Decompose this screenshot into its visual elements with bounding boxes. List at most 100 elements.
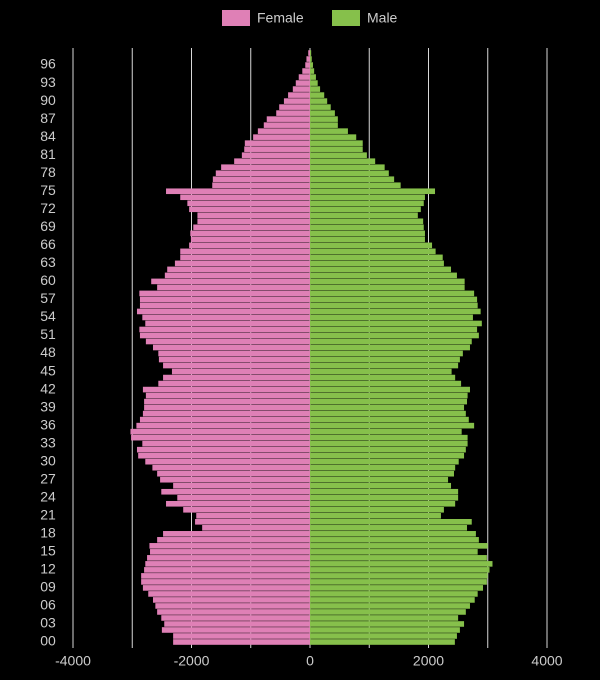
y-tick-label: 60 xyxy=(40,272,56,288)
bar xyxy=(310,512,441,519)
y-tick-label: 12 xyxy=(40,561,56,577)
bar xyxy=(310,573,488,579)
y-tick-label: 69 xyxy=(40,218,56,234)
bar xyxy=(310,314,473,321)
bar xyxy=(310,633,457,639)
y-tick-label: 93 xyxy=(40,74,56,90)
bar xyxy=(310,549,478,555)
x-tick-label: 4000 xyxy=(531,653,562,669)
bar xyxy=(310,615,459,621)
bar xyxy=(310,597,475,603)
bar xyxy=(263,122,310,128)
bar xyxy=(145,561,310,567)
bar xyxy=(266,116,310,122)
legend-label: Male xyxy=(367,10,398,26)
bar xyxy=(310,68,315,74)
bar xyxy=(310,609,466,615)
bar xyxy=(138,452,310,459)
bar xyxy=(310,494,459,501)
bar xyxy=(173,639,310,645)
y-tick-label: 00 xyxy=(40,633,56,649)
bar xyxy=(310,200,424,207)
bar xyxy=(139,332,310,339)
bar xyxy=(310,537,479,543)
bar xyxy=(310,374,456,381)
y-tick-label: 45 xyxy=(40,362,56,378)
bar xyxy=(202,525,310,531)
y-tick-label: 66 xyxy=(40,236,56,252)
bar xyxy=(310,440,468,447)
bar xyxy=(310,338,472,345)
bar xyxy=(171,368,310,375)
legend-swatch xyxy=(332,10,360,26)
bar xyxy=(310,446,466,453)
bar xyxy=(310,350,463,357)
bar xyxy=(310,146,363,152)
bar xyxy=(164,272,310,279)
bar xyxy=(310,561,493,567)
bar xyxy=(139,416,310,423)
bar xyxy=(310,500,456,507)
bar xyxy=(310,362,459,369)
bar xyxy=(155,603,310,609)
bar xyxy=(310,470,454,477)
y-tick-label: 06 xyxy=(40,597,56,613)
bar xyxy=(189,206,310,213)
bar xyxy=(310,170,389,177)
bar xyxy=(310,579,487,585)
bar xyxy=(310,128,348,134)
bar xyxy=(310,74,316,80)
bar xyxy=(244,140,310,146)
bar xyxy=(158,350,310,357)
bar xyxy=(310,224,424,231)
bar xyxy=(310,242,433,249)
y-tick-label: 15 xyxy=(40,543,56,559)
bar xyxy=(142,440,310,447)
bar xyxy=(149,543,310,549)
bar xyxy=(310,458,459,465)
bar xyxy=(310,506,444,513)
bar xyxy=(147,555,310,561)
y-tick-label: 87 xyxy=(40,110,56,126)
bar xyxy=(141,573,310,579)
bar xyxy=(310,482,452,489)
bar xyxy=(310,290,475,297)
y-tick-label: 78 xyxy=(40,164,56,180)
bar xyxy=(310,326,478,333)
bar xyxy=(310,428,462,435)
bar xyxy=(136,446,310,453)
bar xyxy=(310,158,376,164)
bar xyxy=(310,525,468,531)
bar xyxy=(308,50,310,56)
bar xyxy=(145,458,310,465)
bar xyxy=(136,422,310,429)
x-tick-label: -2000 xyxy=(174,653,210,669)
bar xyxy=(310,152,367,158)
bar xyxy=(310,434,468,441)
bar xyxy=(257,128,310,134)
bar xyxy=(310,236,425,243)
x-tick-label: 2000 xyxy=(413,653,444,669)
y-tick-label: 36 xyxy=(40,416,56,432)
y-tick-label: 03 xyxy=(40,615,56,631)
bar xyxy=(253,134,310,140)
y-tick-label: 30 xyxy=(40,452,56,468)
bar xyxy=(306,56,310,62)
bar xyxy=(151,278,310,285)
bar xyxy=(310,56,312,62)
bar xyxy=(158,356,310,363)
bar xyxy=(310,92,325,98)
bar xyxy=(197,218,310,225)
bar xyxy=(180,254,310,261)
bar xyxy=(310,567,490,573)
bar xyxy=(136,308,310,315)
x-tick-label: 0 xyxy=(306,653,314,669)
y-tick-label: 84 xyxy=(40,128,56,144)
bar xyxy=(197,212,310,219)
bar xyxy=(310,621,465,627)
y-tick-label: 72 xyxy=(40,200,56,216)
bar xyxy=(310,398,468,405)
bar xyxy=(241,152,310,158)
